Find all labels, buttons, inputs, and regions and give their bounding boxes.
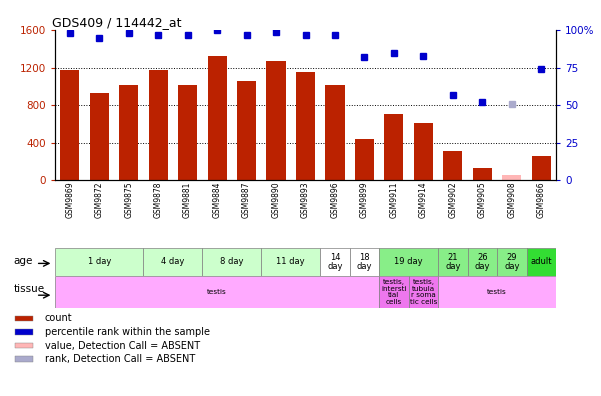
Bar [148,70,168,180]
Bar [55,276,379,308]
Bar [468,248,497,276]
Bar [90,93,109,180]
Bar [379,276,409,308]
Text: 29
day: 29 day [504,253,519,271]
Bar [379,248,438,276]
Text: testis: testis [207,289,227,295]
Bar [532,156,551,180]
Text: 1 day: 1 day [88,257,111,267]
Bar [497,248,526,276]
Bar [409,276,438,308]
Bar [119,85,138,180]
Bar [296,72,315,180]
Text: count: count [44,314,72,324]
Text: testis,
intersti
tial
cells: testis, intersti tial cells [381,279,407,305]
Text: age: age [14,255,33,266]
Bar [55,248,144,276]
Text: 26
day: 26 day [475,253,490,271]
Text: 8 day: 8 day [220,257,243,267]
Text: 4 day: 4 day [161,257,185,267]
Text: testis: testis [487,289,507,295]
Bar [384,114,403,180]
Bar [350,248,379,276]
Text: adult: adult [531,257,552,267]
Text: GDS409 / 114442_at: GDS409 / 114442_at [52,16,182,29]
Bar [444,151,462,180]
Text: testis,
tubula
r soma
tic cells: testis, tubula r soma tic cells [410,279,437,305]
Bar [237,81,256,180]
Text: 11 day: 11 day [276,257,305,267]
Bar [203,248,261,276]
Text: 14
day: 14 day [327,253,343,271]
Bar [414,123,433,180]
Bar [15,343,33,348]
Text: percentile rank within the sample: percentile rank within the sample [44,327,210,337]
Text: value, Detection Call = ABSENT: value, Detection Call = ABSENT [44,341,200,350]
Bar [15,356,33,362]
Bar [15,329,33,335]
Text: tissue: tissue [14,284,45,294]
Bar [15,316,33,321]
Bar [266,61,285,180]
Bar [320,248,350,276]
Bar [261,248,320,276]
Bar [144,248,203,276]
Text: 19 day: 19 day [394,257,423,267]
Text: 21
day: 21 day [445,253,460,271]
Bar [178,85,197,180]
Text: 18
day: 18 day [356,253,372,271]
Bar [438,248,468,276]
Bar [473,168,492,180]
Bar [526,248,556,276]
Bar [325,85,344,180]
Bar [502,175,522,180]
Bar [207,56,227,180]
Bar [438,276,556,308]
Bar [355,139,374,180]
Bar [60,70,79,180]
Text: rank, Detection Call = ABSENT: rank, Detection Call = ABSENT [44,354,195,364]
